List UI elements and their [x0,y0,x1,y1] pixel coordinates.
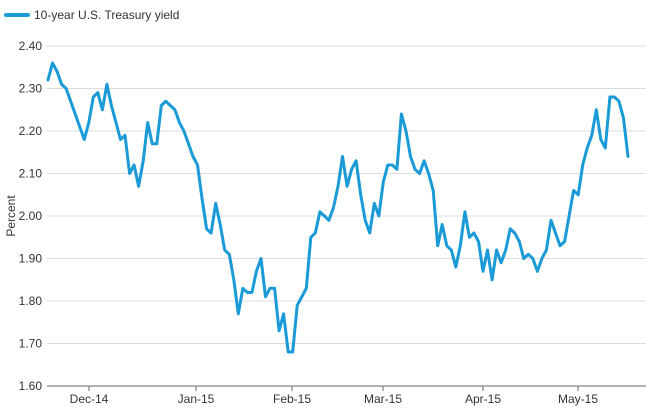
y-tick-label: 2.40 [19,39,43,53]
x-tick-label: Jan-15 [178,392,215,406]
series-layer [46,61,630,354]
y-tick-label: 1.80 [19,294,43,308]
y-tick-label: 2.10 [19,167,43,181]
y-tick-label: 2.30 [19,82,43,96]
x-tick-label: Mar-15 [364,392,402,406]
y-tick-label: 1.60 [19,379,43,393]
legend-label: 10-year U.S. Treasury yield [34,8,179,22]
y-axis-title: Percent [4,195,18,237]
gridlines [47,45,646,344]
y-axis-ticks: 1.60 1.70 1.80 1.90 2.00 2.10 2.20 2.30 2.40 [19,39,43,393]
y-tick-label: 1.90 [19,252,43,266]
yield-line [46,61,630,354]
x-tick-label: Feb-15 [273,392,311,406]
x-tick-label: Apr-15 [465,392,501,406]
legend: 10-year U.S. Treasury yield [4,8,179,22]
y-tick-label: 2.00 [19,209,43,223]
y-tick-label: 1.70 [19,337,43,351]
y-tick-label: 2.20 [19,124,43,138]
x-tick-label: May-15 [558,392,598,406]
x-axis: Dec-14 Jan-15 Feb-15 Mar-15 Apr-15 May-15 [47,385,646,406]
x-tick-label: Dec-14 [70,392,109,406]
